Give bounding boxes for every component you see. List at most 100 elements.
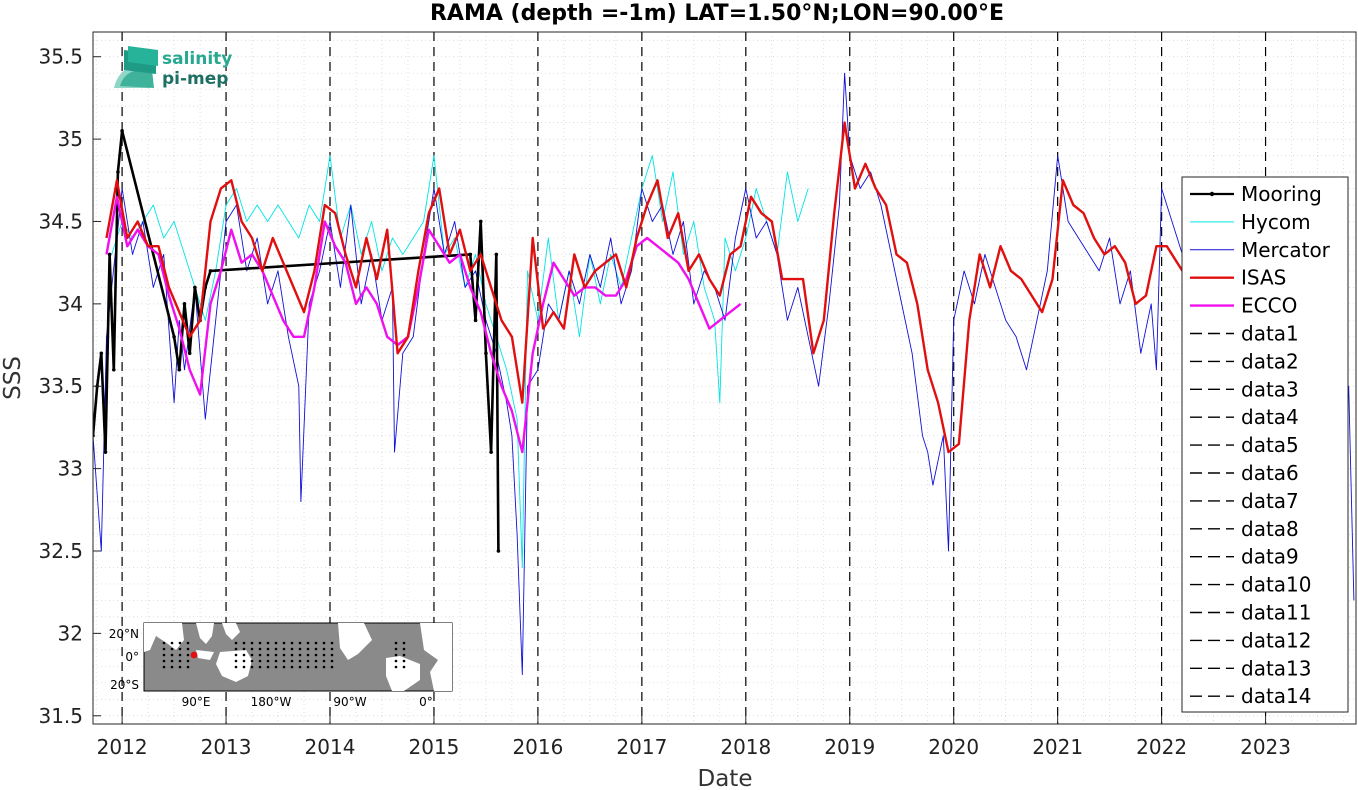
legend-item-hycom: Hycom	[1190, 210, 1311, 234]
inset-map-buoy-dot	[274, 641, 278, 645]
series-point-mooring	[489, 450, 493, 454]
series-line-mercator	[93, 72, 1355, 676]
inset-map-buoy-dot	[170, 647, 174, 651]
series-point-mooring	[99, 351, 104, 356]
legend-label: data5	[1241, 433, 1299, 457]
inset-map-buoy-dot	[402, 647, 406, 651]
chart-title: RAMA (depth =-1m) LAT=1.50°N;LON=90.00°E	[430, 1, 1004, 26]
inset-map-buoy-dot	[162, 659, 166, 663]
legend-label: ECCO	[1241, 294, 1297, 318]
logo-text-salinity: salinity	[162, 49, 232, 69]
inset-map-buoy-dot	[290, 659, 294, 663]
legend-label: Mooring	[1241, 182, 1322, 206]
inset-map-buoy-dot	[178, 641, 182, 645]
legend-item-data14: data14	[1190, 684, 1312, 708]
inset-map-buoy-dot	[298, 653, 302, 657]
inset-map-buoy-dot	[282, 665, 286, 669]
series-point-mooring	[103, 450, 108, 454]
inset-map-buoy-dot	[330, 665, 334, 669]
inset-map-buoy-dot	[298, 665, 302, 669]
inset-map-buoy-dot	[306, 653, 310, 657]
inset-map-selected-mooring-marker	[190, 651, 198, 659]
legend-label: data9	[1241, 545, 1299, 569]
inset-map-buoy-dot	[250, 653, 254, 657]
wave-logo-icon	[114, 46, 158, 88]
inset-map-buoy-dot	[266, 647, 270, 651]
series-point-mooring	[494, 252, 499, 257]
inset-map-buoy-dot	[394, 641, 398, 645]
inset-map-buoy-dot	[330, 641, 334, 645]
legend-item-data2: data2	[1190, 349, 1299, 373]
inset-map-buoy-dot	[258, 653, 262, 657]
inset-map-buoy-dot	[234, 647, 238, 651]
series-point-mooring	[116, 170, 120, 174]
logo-text-pi-mep: pi-mep	[162, 69, 228, 89]
inset-map-buoy-dot	[170, 653, 174, 657]
inset-map-buoy-dot	[282, 659, 286, 663]
inset-map-buoy-dot	[242, 641, 246, 645]
series-point-mooring	[496, 549, 501, 553]
inset-map-buoy-dot	[234, 641, 238, 645]
inset-map: 20°N 0° 20°S 90°E 180°W 90°W 0°	[109, 622, 453, 709]
inset-map-buoy-dot	[170, 665, 174, 669]
legend-item-ecco: ECCO	[1190, 294, 1297, 318]
inset-map-buoy-dot	[330, 653, 334, 657]
y-tick-label: 33	[58, 457, 83, 481]
y-axis-label: SSS	[0, 356, 26, 400]
inset-map-buoy-dot	[250, 659, 254, 663]
inset-map-buoy-dots	[162, 641, 406, 669]
inset-map-buoy-dot	[306, 641, 310, 645]
inset-map-lat-label-south: 20°S	[110, 678, 139, 692]
inset-map-buoy-dot	[242, 647, 246, 651]
x-tick-label: 2012	[97, 735, 148, 759]
legend-label: data2	[1241, 349, 1299, 373]
series-point-mooring	[111, 367, 116, 372]
series-point-mooring	[478, 219, 483, 224]
inset-map-buoy-dot	[274, 665, 278, 669]
inset-map-buoy-dot	[266, 659, 270, 663]
x-tick-label: 2022	[1136, 735, 1187, 759]
x-tick-label: 2021	[1032, 735, 1083, 759]
inset-map-buoy-dot	[266, 641, 270, 645]
legend-label: data7	[1241, 489, 1299, 513]
inset-map-buoy-dot	[330, 647, 334, 651]
inset-map-buoy-dot	[242, 665, 246, 669]
inset-map-buoy-dot	[170, 659, 174, 663]
inset-map-buoy-dot	[298, 647, 302, 651]
legend-label: data10	[1241, 573, 1312, 597]
inset-map-lat-label-equator: 0°	[125, 650, 139, 664]
inset-map-buoy-dot	[186, 653, 190, 657]
inset-map-buoy-dot	[290, 653, 294, 657]
inset-map-buoy-dot	[258, 641, 262, 645]
inset-map-buoy-dot	[306, 659, 310, 663]
inset-map-buoy-dot	[258, 659, 262, 663]
legend-item-mercator: Mercator	[1190, 238, 1331, 262]
y-tick-label: 34	[58, 292, 83, 316]
legend-item-data5: data5	[1190, 433, 1299, 457]
inset-map-buoy-dot	[322, 659, 326, 663]
inset-map-buoy-dot	[186, 665, 190, 669]
inset-map-buoy-dot	[162, 653, 166, 657]
inset-map-buoy-dot	[322, 647, 326, 651]
inset-map-buoy-dot	[314, 665, 318, 669]
legend-label: ISAS	[1241, 266, 1286, 290]
legend-label: data11	[1241, 601, 1312, 625]
legend-label: data12	[1241, 628, 1312, 652]
legend-item-data13: data13	[1190, 656, 1312, 680]
series-point-mooring	[484, 351, 488, 356]
inset-map-landmass	[144, 623, 452, 691]
series-point-mooring	[468, 252, 473, 257]
inset-map-lon-label-0: 0°	[419, 695, 433, 709]
axis-ticks: 2012 2013 2014 2015 2016 2017 2018 2019 2020 2021…	[38, 45, 1291, 759]
inset-map-buoy-dot	[162, 665, 166, 669]
inset-map-buoy-dot	[402, 659, 406, 663]
legend-label: data3	[1241, 377, 1299, 401]
legend-label: Mercator	[1241, 238, 1331, 262]
inset-map-lat-label-north: 20°N	[109, 627, 139, 641]
inset-map-buoy-dot	[186, 641, 190, 645]
inset-map-buoy-dot	[282, 647, 286, 651]
x-axis-label: Date	[698, 766, 753, 790]
inset-map-buoy-dot	[290, 641, 294, 645]
inset-map-lon-label-90e: 90°E	[182, 695, 211, 709]
